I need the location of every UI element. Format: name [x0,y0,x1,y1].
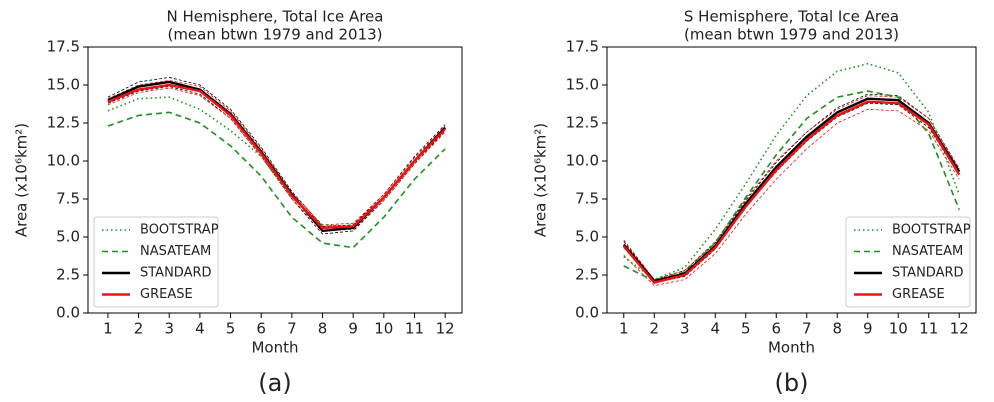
y-axis-label: Area (x10⁶km²) [13,123,31,237]
y-tick-label: 17.5 [566,38,599,56]
x-tick-label: 7 [287,320,297,338]
y-tick-label: 0.0 [575,304,599,322]
x-tick-label: 5 [226,320,236,338]
band-line [623,102,960,284]
series-line [107,96,446,228]
x-tick-label: 8 [318,320,328,338]
y-tick-label: 15.0 [566,76,599,94]
legend-label: NASATEAM [140,244,211,259]
y-tick-label: 0.0 [56,304,80,322]
x-tick-label: 2 [649,320,659,338]
band-line [107,76,446,227]
legend-label: BOOTSTRAP [892,223,971,238]
legend-box [845,216,971,308]
x-tick-label: 12 [950,320,969,338]
chart-subtitle: (mean btwn 1979 and 2013) [684,26,899,44]
legend-label: BOOTSTRAP [140,223,219,238]
y-tick-label: 10.0 [47,152,80,170]
x-tick-label: 3 [680,320,690,338]
band-line [107,86,446,235]
y-tick-label: 2.5 [56,266,80,284]
x-tick-label: 6 [256,320,266,338]
y-tick-label: 12.5 [47,114,80,132]
x-tick-label: 5 [741,320,751,338]
legend-label: NASATEAM [892,244,963,259]
panel-caption: (b) [775,369,809,397]
panel-caption: (a) [258,369,291,397]
legend-box [93,216,219,308]
chart-panel: S Hemisphere, Total Ice Area(mean btwn 1… [532,8,977,397]
x-axis-label: Month [768,339,815,357]
y-tick-label: 15.0 [47,76,80,94]
y-axis-label: Area (x10⁶km²) [532,123,550,237]
x-axis-label: Month [251,339,298,357]
y-tick-label: 5.0 [56,228,80,246]
x-tick-label: 11 [405,320,424,338]
series-line [107,80,447,233]
x-tick-label: 8 [832,320,842,338]
y-tick-label: 12.5 [566,114,599,132]
band-line [107,80,446,226]
series-line [623,90,960,282]
legend-label: STANDARD [140,266,212,281]
x-tick-label: 9 [863,320,873,338]
x-tick-label: 3 [164,320,174,338]
x-tick-label: 6 [771,320,781,338]
x-tick-label: 10 [374,320,393,338]
axes-frame [87,46,463,314]
chart-title: N Hemisphere, Total Ice Area [167,8,384,26]
y-tick-label: 10.0 [566,152,599,170]
chart-panel: N Hemisphere, Total Ice Area(mean btwn 1… [13,8,463,397]
x-tick-label: 2 [134,320,144,338]
band-line [623,95,960,281]
y-tick-label: 2.5 [575,266,599,284]
x-tick-label: 12 [436,320,455,338]
y-tick-label: 5.0 [575,228,599,246]
chart-subtitle: (mean btwn 1979 and 2013) [167,26,382,44]
series-line [623,62,960,281]
x-tick-label: 10 [889,320,908,338]
chart-title: S Hemisphere, Total Ice Area [684,8,899,26]
x-tick-label: 1 [619,320,629,338]
x-tick-label: 4 [710,320,720,338]
band-line [623,108,960,287]
legend-label: GREASE [892,287,945,302]
series-line [622,100,961,284]
series-line [107,111,446,249]
series-line [107,83,447,230]
y-tick-label: 7.5 [575,190,599,208]
legend-label: STANDARD [892,266,964,281]
x-tick-label: 9 [348,320,358,338]
x-tick-label: 1 [103,320,113,338]
x-tick-label: 4 [195,320,205,338]
legend-label: GREASE [140,287,193,302]
band-line [107,87,446,232]
x-tick-label: 7 [802,320,812,338]
series-line [622,97,961,283]
y-tick-label: 17.5 [47,38,80,56]
x-tick-label: 11 [919,320,938,338]
axes-frame [606,46,977,314]
y-tick-label: 7.5 [56,190,80,208]
